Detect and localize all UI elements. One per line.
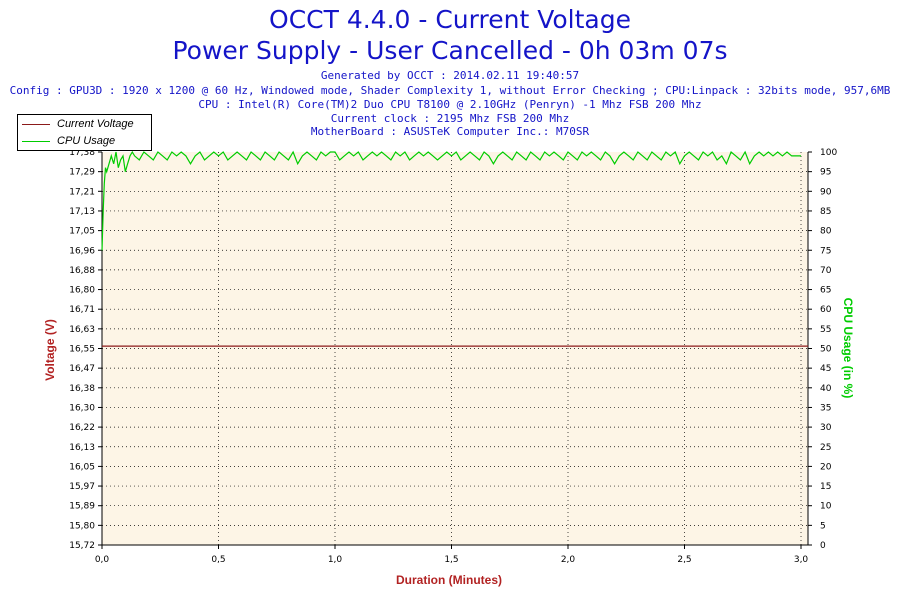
x-tick-label: 0,0 [95, 555, 110, 565]
y2-tick-label: 50 [820, 345, 832, 355]
chart-title: OCCT 4.4.0 - Current Voltage [269, 5, 631, 34]
y2-tick-label: 85 [820, 207, 831, 217]
y-tick-label: 16,05 [69, 462, 95, 472]
info-generated: Generated by OCCT : 2014.02.11 19:40:57 [320, 69, 580, 82]
x-axis-title: Duration (Minutes) [396, 573, 502, 587]
y2-tick-label: 45 [820, 364, 831, 374]
y2-tick-label: 80 [820, 227, 832, 237]
chart-subtitle: Power Supply - User Cancelled - 0h 03m 0… [172, 36, 728, 65]
y2-tick-label: 90 [820, 187, 832, 197]
y-tick-label: 16,55 [69, 345, 95, 355]
y-tick-label: 15,89 [69, 502, 95, 512]
y2-tick-label: 0 [820, 541, 826, 551]
legend-swatch-cpu [22, 141, 50, 142]
x-tick-label: 2,5 [677, 555, 691, 565]
y2-tick-label: 25 [820, 443, 831, 453]
y-tick-label: 17,21 [69, 187, 95, 197]
x-tick-label: 1,5 [444, 555, 458, 565]
y-tick-label: 17,29 [69, 168, 95, 178]
y-axis-title-left-text: Voltage (V) [43, 319, 57, 381]
y2-tick-label: 55 [820, 325, 831, 335]
y-tick-label: 17,13 [69, 207, 95, 217]
info-config: Config : GPU3D : 1920 x 1200 @ 60 Hz, Wi… [9, 84, 891, 97]
y2-tick-label: 5 [820, 521, 826, 531]
x-tick-label: 2,0 [561, 555, 576, 565]
y2-tick-label: 10 [820, 502, 832, 512]
series-line-cpu-usage [101, 150, 801, 251]
info-current-clock: Current clock : 2195 Mhz FSB 200 Mhz [330, 112, 570, 125]
y2-tick-label: 40 [820, 384, 832, 394]
y-tick-label: 15,80 [69, 521, 95, 531]
y-tick-label: 17,38 [69, 148, 95, 158]
series-layer [101, 150, 808, 347]
y2-tick-label: 30 [820, 423, 832, 433]
y-tick-label: 16,71 [69, 305, 95, 315]
y-tick-label: 16,88 [69, 266, 95, 276]
y-tick-label: 16,30 [69, 403, 95, 413]
info-cpu: CPU : Intel(R) Core(TM)2 Duo CPU T8100 @… [198, 98, 702, 111]
y-tick-label: 16,38 [69, 384, 95, 394]
y2-tick-label: 100 [820, 148, 837, 158]
legend: Current Voltage CPU Usage [17, 114, 152, 151]
legend-swatch-voltage [22, 124, 50, 125]
grid-lines [102, 152, 808, 545]
y-tick-label: 16,22 [69, 423, 95, 433]
y2-tick-label: 70 [820, 266, 832, 276]
y2-tick-label: 65 [820, 286, 831, 296]
x-tick-label: 0,5 [211, 555, 225, 565]
y-tick-label: 16,47 [69, 364, 95, 374]
y-tick-label: 16,80 [69, 286, 95, 296]
x-tick-label: 1,0 [328, 555, 343, 565]
y2-tick-label: 15 [820, 482, 831, 492]
y-tick-label: 15,97 [69, 482, 95, 492]
info-motherboard: MotherBoard : ASUSTeK Computer Inc.: M70… [310, 125, 590, 138]
y-tick-label: 16,96 [69, 246, 95, 256]
x-tick-label: 3,0 [794, 555, 809, 565]
y2-tick-label: 60 [820, 305, 832, 315]
y-tick-label: 16,63 [69, 325, 95, 335]
y2-tick-label: 35 [820, 403, 831, 413]
y-axis-title-right-text: CPU Usage (in %) [841, 297, 855, 399]
legend-label-voltage: Current Voltage [57, 118, 134, 130]
y2-tick-label: 75 [820, 246, 831, 256]
y2-tick-label: 20 [820, 462, 832, 472]
legend-label-cpu: CPU Usage [57, 135, 116, 147]
y-tick-label: 16,13 [69, 443, 95, 453]
y2-tick-label: 95 [820, 168, 831, 178]
y-tick-label: 17,05 [69, 227, 95, 237]
y-tick-label: 15,72 [69, 541, 95, 551]
